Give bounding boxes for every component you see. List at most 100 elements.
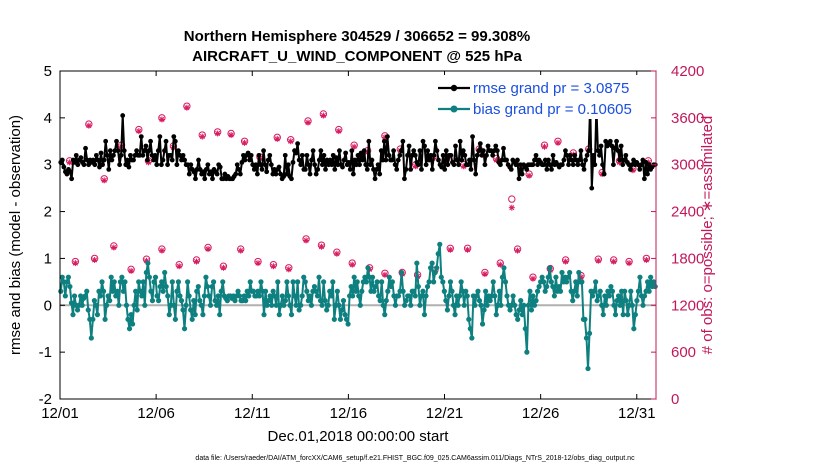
rmse-point <box>145 157 150 163</box>
rmse-point <box>567 152 573 158</box>
rmse-point <box>569 157 575 163</box>
bias-point <box>126 326 133 332</box>
bias-point <box>163 283 169 290</box>
rmse-point <box>261 148 266 154</box>
bias-point <box>608 283 614 290</box>
rmse-point <box>645 171 650 177</box>
rmse-point <box>501 145 506 151</box>
bias-point <box>282 298 289 304</box>
bias-point <box>651 279 657 285</box>
rmse-point <box>598 143 604 149</box>
rmse-point <box>425 148 431 154</box>
bias-point <box>314 293 321 299</box>
bias-point <box>255 288 261 294</box>
bias-point <box>148 288 154 294</box>
rmse-point <box>251 167 257 172</box>
bias-point <box>108 274 114 280</box>
rmse-point <box>366 138 372 144</box>
bias-point <box>435 251 441 257</box>
bias-point <box>350 293 356 299</box>
bias-point <box>91 298 97 304</box>
rmse-point <box>423 162 429 168</box>
rmse-point <box>174 162 180 168</box>
bias-point <box>519 312 525 318</box>
asterisk-stroke <box>193 258 200 265</box>
rmse-point <box>589 185 595 191</box>
bias-point <box>374 279 380 285</box>
bias-point <box>593 279 599 285</box>
bias-point <box>169 279 175 285</box>
asterisk-stroke <box>286 266 292 272</box>
rmse-point <box>157 134 163 140</box>
bias-point <box>183 302 189 308</box>
obs-assimilated-marker <box>529 275 536 282</box>
rmse-point <box>470 134 475 140</box>
bias-point <box>299 293 305 299</box>
rmse-point <box>504 157 510 163</box>
bias-point <box>426 279 432 285</box>
bias-point <box>429 260 435 266</box>
rmse-point <box>367 162 373 168</box>
asterisk-stroke <box>199 134 205 140</box>
bias-point <box>321 279 327 285</box>
obs-assimilated-marker <box>255 260 262 267</box>
rmse-point <box>352 157 358 163</box>
rmse-point <box>321 152 327 158</box>
rmse-point <box>242 157 248 163</box>
rmse-point <box>607 138 613 144</box>
rmse-point <box>176 148 181 154</box>
rmse-point <box>73 152 79 158</box>
obs-assimilated-marker <box>351 143 358 150</box>
rmse-point <box>307 171 313 177</box>
asterisk-stroke <box>242 140 248 146</box>
bias-point <box>550 283 556 290</box>
bias-point <box>585 365 591 372</box>
rmse-point <box>186 171 192 177</box>
bias-point <box>151 279 157 285</box>
bias-point <box>534 288 541 294</box>
rmse-point <box>140 152 146 158</box>
bias-point <box>389 279 395 285</box>
bias-series <box>58 241 658 372</box>
asterisk-stroke <box>111 244 117 251</box>
rmse-point <box>289 176 294 182</box>
rmse-point <box>403 167 409 172</box>
rmse-point <box>611 162 616 168</box>
rmse-point <box>563 148 568 154</box>
rmse-point <box>237 171 243 177</box>
bias-point <box>476 298 483 304</box>
bias-point <box>97 293 104 299</box>
rmse-point <box>454 157 460 163</box>
bias-point <box>114 288 120 294</box>
bias-point <box>165 293 171 299</box>
bias-point <box>195 283 201 290</box>
rmse-point <box>117 162 122 168</box>
bias-point <box>605 288 611 294</box>
obs-assimilated-marker <box>205 246 212 253</box>
rmse-point <box>420 138 426 144</box>
bias-point <box>420 288 426 294</box>
bias-point <box>70 312 76 318</box>
bias-point <box>452 312 458 318</box>
asterisk-stroke <box>288 138 294 144</box>
obs-possible-marker <box>508 195 516 203</box>
rmse-point <box>398 148 404 154</box>
rmse-point <box>408 167 414 172</box>
rmse-point <box>628 167 633 172</box>
rmse-point <box>516 176 522 182</box>
bias-point <box>110 288 116 294</box>
bias-point <box>256 293 263 299</box>
bias-point <box>298 302 304 308</box>
bias-point <box>392 302 399 308</box>
bias-point <box>65 274 72 280</box>
obs-assimilated-marker <box>610 258 617 265</box>
obs-assimilated-marker <box>237 247 244 254</box>
bias-point <box>210 279 217 285</box>
obs-assimilated-marker <box>497 261 504 268</box>
y2-tick-label: 2400 <box>671 204 704 221</box>
obs-assimilated-marker <box>349 261 356 268</box>
y2-tick-label: 1200 <box>671 297 704 314</box>
bias-point <box>94 312 101 318</box>
rmse-point <box>360 157 366 163</box>
bias-point <box>133 288 139 294</box>
